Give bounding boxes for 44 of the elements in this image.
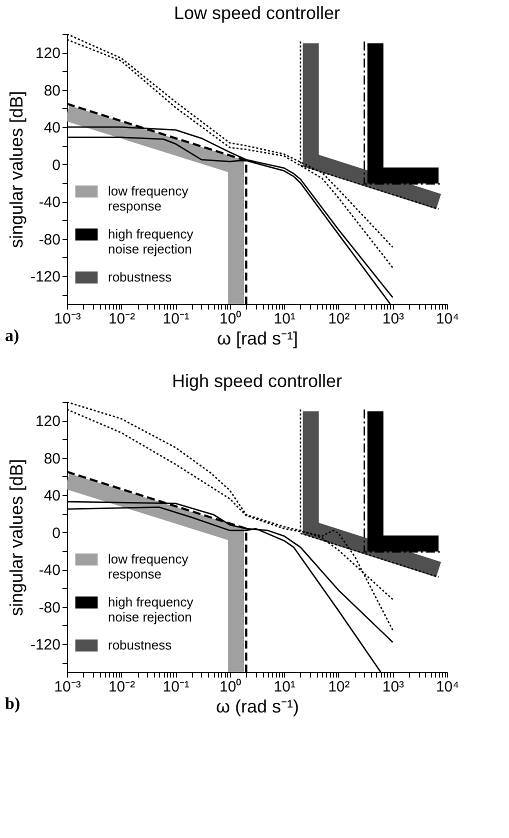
y-tick-label: 40 (44, 488, 60, 505)
y-tick-label: 120 (35, 45, 60, 62)
x-tick-label: 10⁰ (220, 678, 242, 696)
y-tick-label: 80 (44, 82, 60, 100)
x-tick-label: 10⁴ (436, 678, 460, 696)
legend-label: high frequency noise rejection (108, 226, 194, 256)
legend-label: high frequency noise rejection (108, 594, 194, 624)
y-axis-title: singular values [dB] (6, 458, 26, 616)
y-tick-label: -120 (30, 268, 60, 286)
x-axis-title: ω [rad s⁻¹] (216, 328, 298, 348)
y-tick-label: -40 (38, 562, 60, 580)
y-tick-label: -120 (30, 636, 60, 654)
y-tick-label: -40 (38, 194, 60, 212)
y-tick-label: 0 (52, 524, 60, 542)
x-tick-label: 10⁰ (220, 310, 242, 328)
x-tick-label: 10⁻³ (54, 678, 81, 696)
x-tick-label: 10³ (382, 310, 404, 328)
y-tick-label: -80 (38, 231, 60, 248)
x-axis-title: ω (rad s⁻¹) (216, 696, 300, 716)
x-tick-label: 10² (328, 678, 350, 696)
x-tick-label: 10⁻¹ (162, 678, 190, 696)
y-tick-label: 40 (44, 120, 60, 137)
text: a) (5, 326, 20, 345)
y-tick-label: 80 (44, 450, 60, 468)
x-tick-label: 10² (328, 310, 350, 328)
y-tick-label: -80 (38, 599, 60, 616)
x-tick-label: 10¹ (274, 310, 296, 328)
legend-label: robustness (108, 270, 172, 284)
x-tick-label: 10⁻³ (54, 310, 81, 328)
chart-title: Low speed controller (174, 3, 340, 23)
x-tick-label: 10³ (382, 678, 404, 696)
chart-title: High speed controller (172, 371, 342, 391)
x-tick-label: 10⁴ (436, 310, 460, 328)
legend-label: low frequency response (108, 184, 189, 214)
legend-label: low frequency response (108, 552, 189, 582)
y-tick-label: 120 (35, 413, 60, 430)
x-tick-label: 10⁻² (108, 678, 136, 696)
y-axis-title: singular values [dB] (6, 90, 26, 248)
x-tick-label: 10⁻¹ (162, 310, 190, 328)
x-tick-label: 10⁻² (108, 310, 136, 328)
legend-label: robustness (108, 638, 172, 652)
x-tick-label: 10¹ (274, 678, 296, 696)
y-tick-label: 0 (52, 156, 60, 174)
text: b) (5, 694, 20, 713)
